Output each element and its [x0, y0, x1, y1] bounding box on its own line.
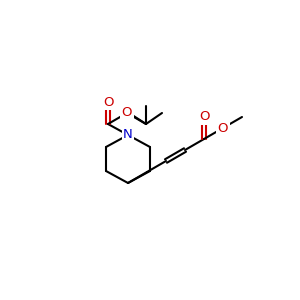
Text: O: O	[199, 110, 209, 124]
Text: O: O	[218, 122, 228, 134]
Text: O: O	[122, 106, 132, 119]
Text: N: N	[123, 128, 133, 142]
Text: O: O	[103, 95, 113, 109]
